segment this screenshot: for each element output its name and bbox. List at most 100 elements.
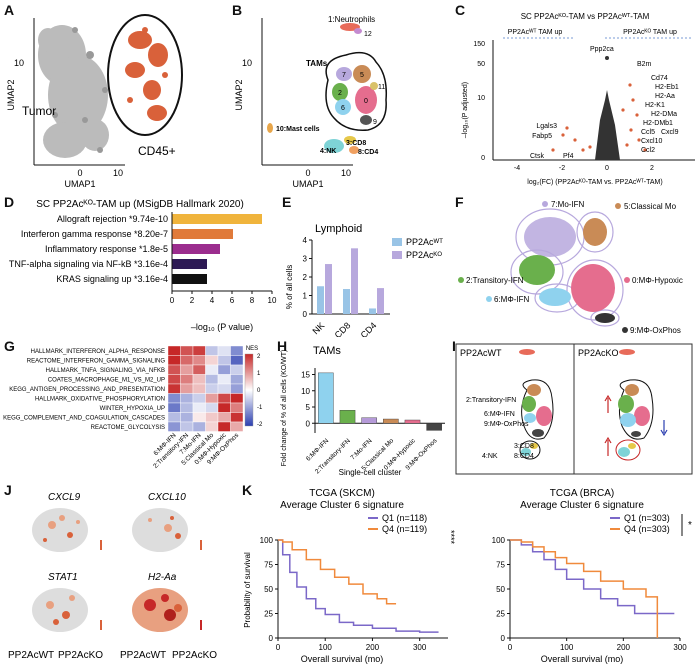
panel-g-letter: G [4,338,15,354]
c-gene-b2m: B2m [637,61,652,68]
g-heat-cell [230,402,244,413]
c-gene-h2dma: H2-DMa [651,111,677,118]
a-xlabel: UMAP1 [64,179,95,189]
c-wt-up: PP2Acᵂᵀ TAM up [508,29,563,36]
panel-b: B UMAP2 10 0 10 UMAP1 1:Neutrophils 12 T… [228,0,453,190]
i-left-clusters [519,379,554,460]
k-ytick-label: 25 [496,610,505,619]
umap-plot-a: UMAP2 10 0 10 UMAP1 Tumor CD45+ [6,14,183,189]
c-ytick-0: 0 [481,155,485,162]
g-heat-cell [230,374,244,385]
b-cd8-label: 3:CD8 [346,140,366,147]
g-heat-cell [205,421,219,432]
b-cd4-cluster [349,146,359,154]
g-heat-cell [180,364,194,375]
g-row-label: HALLMARK_INTERFERON_ALPHA_RESPONSE [31,349,165,355]
h-ylabel: Fold change of % of all cells (KO/WT) [281,350,288,467]
h-ytick-label: 0 [306,419,311,428]
d-xlabel: –log₁₀ (P value) [191,322,253,332]
k-right-sig: * [688,520,692,531]
j-umap-stat1 [32,588,102,632]
f-dot-7 [542,201,548,207]
volcano-plot: SC PP2Acᴷᴼ-TAM vs PP2Acᵂᵀ-TAM PP2Acᵂᵀ TA… [462,12,695,186]
j-umap-h2aa [132,588,202,632]
k-ytick-label: 0 [501,634,506,643]
g-heat-cell [230,364,244,375]
b-cluster-6: 6 [341,105,345,112]
b-ytick: 10 [242,58,252,68]
c-xtick-2: 2 [650,165,654,172]
i-label-8: 8:CD4 [514,453,534,460]
umap-grey-cells [38,25,109,158]
j-umap-cxcl9 [32,508,102,552]
k-left-title: TCGA (SKCM) [309,488,375,499]
f-label-6: 6:MΦ-IFN [494,295,529,304]
i-right-neutrophils [619,349,635,355]
g-heat-cell [167,355,181,366]
panel-d: D SC PP2Acᴷᴼ-TAM up (MSigDB Hallmark 202… [0,192,280,337]
g-heat-cell [230,412,244,423]
k-survival-curve [278,539,397,605]
h-xlabel: Single-cell cluster [339,468,402,477]
g-heat-cell [180,383,194,394]
g-heat-cell [192,345,206,356]
g-heat-cell [205,383,219,394]
panel-e: E Lymphoid % of all cells PP2Acᵂᵀ PP2Acᴷ… [280,192,455,340]
e-ytick-label: 3 [303,255,308,264]
panel-i-letter: I [452,338,456,354]
e-category-label: CD4 [359,320,379,337]
k-ytick-label: 100 [492,536,506,545]
lymphoid-bar-chart: Lymphoid % of all cells PP2Acᵂᵀ PP2Acᴷᴼ … [285,223,443,340]
f-dot-5 [615,203,621,209]
k-ytick-label: 0 [269,634,274,643]
e-ytick-label: 1 [303,292,308,301]
survival-curves: Probability of survival TCGA (SKCM) Aver… [243,488,692,664]
g-legend-bar [244,353,254,427]
g-row-label: WINTER_HYPOXIA_UP [100,406,165,412]
e-bar [369,308,376,314]
k-xtick-label: 100 [560,643,574,652]
panel-a: A UMAP2 10 0 10 UMAP1 Tumor CD45+ [0,0,225,190]
g-heat-cell [217,421,231,432]
f-label-9: 9:MΦ-OxPhos [630,326,681,335]
k-left-subtitle: Average Cluster 6 signature [280,500,404,511]
g-heat-cell [230,393,244,404]
k-ytick-label: 50 [496,585,505,594]
c-ytick-10: 10 [477,95,485,102]
d-xtick-label: 8 [250,296,255,305]
f-dot-0 [624,277,630,283]
k-ylabel: Probability of survival [243,552,252,628]
g-heat-cell [192,412,206,423]
g-heat-cell [167,345,181,356]
e-legend-ko: PP2Acᴷᴼ [406,250,442,260]
panel-g: G NES HALLMARK_INTERFERON_ALPHA_RESPONSE… [0,338,275,478]
tam-fold-change-chart: TAMs Fold change of % of all cells (KO/W… [281,345,445,477]
g-heat-cell [230,383,244,394]
d-xtick-label: 4 [210,296,215,305]
d-category-label: KRAS signaling up *3.16e-4 [56,274,168,284]
a-ylabel: UMAP2 [6,79,16,110]
panel-c-letter: C [455,2,466,18]
c-gene-ppp2ca: Ppp2ca [590,46,614,53]
h-bar [339,410,356,424]
d-xtick-label: 6 [230,296,235,305]
e-category-label: NK [310,320,326,336]
j-gene-cxcl9: CXCL9 [48,492,81,503]
k-left-xlabel: Overall survival (mo) [301,654,384,664]
b-cluster-12-dots [354,28,362,34]
g-legend-tick: -1 [257,405,263,411]
e-bar [351,248,358,314]
f-label-0: 0:MΦ-Hypoxic [632,276,683,285]
c-xtick-n4: -4 [514,165,520,172]
e-legend-ko-swatch [392,251,402,259]
i-up-arrow-head-2 [604,436,612,444]
d-bar [172,274,207,284]
k-right-subtitle: Average Cluster 6 signature [520,500,644,511]
h-title: TAMs [313,345,341,357]
b-cluster-0: 0 [364,98,368,105]
panel-d-letter: D [4,194,15,210]
g-heat-cell [217,412,231,423]
d-bar [172,244,220,254]
b-ylabel: UMAP2 [234,79,244,110]
k-ytick-label: 50 [264,585,273,594]
